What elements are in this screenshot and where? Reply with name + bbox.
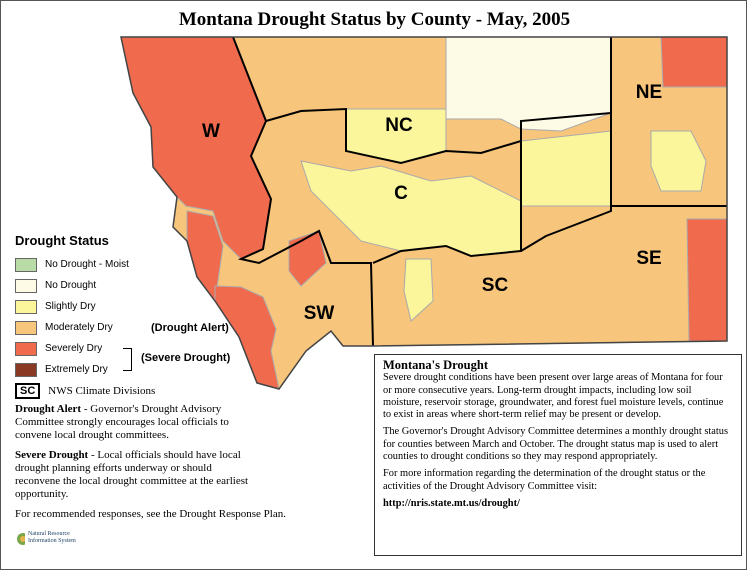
division-key-label: NWS Climate Divisions (48, 385, 156, 397)
legend-item: Severely Dry (Severe Drought) (15, 338, 345, 371)
no-drought-area (445, 36, 612, 132)
info-box: Montana's Drought Severe drought conditi… (374, 354, 742, 556)
legend-item: Moderately Dry (Drought Alert) (15, 317, 345, 338)
legend-title: Drought Status (15, 233, 109, 248)
note-text: - Governor's Drought Advisory Committee … (15, 403, 229, 441)
drought-alert-label: (Drought Alert) (151, 321, 229, 334)
title: Montana Drought Status by County - May, … (178, 9, 571, 30)
info-paragraph: The Governor's Drought Advisory Committe… (383, 426, 729, 463)
legend-swatch (15, 299, 37, 314)
info-title: Montana's Drought (383, 358, 488, 372)
division-border (520, 206, 612, 252)
slightly-dry-area (520, 130, 612, 207)
region-label: SC (482, 275, 509, 296)
legend-item: No Drought (15, 275, 345, 296)
division-border (372, 141, 522, 264)
legend-label: Severely Dry (45, 343, 103, 354)
info-paragraph: Severe drought conditions have been pres… (383, 372, 724, 421)
region-label: C (394, 183, 408, 204)
info-url[interactable]: http://nris.state.mt.us/drought/ (383, 497, 520, 509)
logo-icon (17, 533, 25, 545)
legend-label: Slightly Dry (45, 301, 96, 312)
severe-bracket (123, 348, 132, 371)
notes: Drought Alert - Governor's Drought Advis… (15, 403, 286, 521)
legend-swatch (15, 257, 37, 272)
legend-label: Extremely Dry (45, 364, 108, 375)
state-outline (120, 36, 728, 390)
division-border (265, 37, 612, 165)
note: Drought Alert - Governor's Drought Advis… (15, 403, 255, 442)
note-term: Severe Drought (15, 449, 89, 461)
legend-item: No Drought - Moist (15, 254, 345, 275)
severely-dry-area (686, 218, 728, 342)
recommended: For recommended responses, see the Droug… (15, 508, 286, 520)
region-label: NE (636, 82, 662, 103)
division-border (232, 36, 374, 347)
slightly-dry-area (650, 130, 707, 192)
legend-swatch (15, 362, 37, 377)
legend-swatch (15, 278, 37, 293)
division-key: SC NWS Climate Divisions (15, 383, 345, 399)
slightly-dry-area (403, 258, 434, 322)
legend-item: Slightly Dry (15, 296, 345, 317)
logo-text: Natural Resource Information System (28, 531, 76, 544)
note-text: - Local officials should have local drou… (15, 449, 249, 500)
legend-label: No Drought - Moist (45, 259, 129, 270)
info-paragraph: For more information regarding the deter… (383, 468, 706, 492)
legend-items: No Drought - Moist No Drought Slightly Dry… (15, 254, 345, 380)
legend-swatch (15, 320, 37, 335)
division-key-box: SC (15, 383, 41, 399)
logo: Natural Resource Information System (15, 531, 85, 547)
legend: Drought Status No Drought - Moist No Drou… (15, 233, 345, 399)
severely-dry-area (660, 36, 728, 88)
info-paragraphs: Severe drought conditions have been pres… (383, 372, 733, 493)
legend-swatch (15, 341, 37, 356)
note: Severe Drought - Local officials should … (15, 449, 255, 501)
region-label: NC (385, 115, 413, 136)
legend-label: No Drought (45, 280, 97, 291)
region-label: SE (636, 248, 661, 269)
region-label: W (202, 121, 220, 142)
region-label: SW (304, 303, 335, 324)
legend-label: Moderately Dry (45, 322, 113, 333)
severe-drought-label: (Severe Drought) (141, 352, 231, 364)
note-term: Drought Alert (15, 403, 82, 415)
legend-item: Extremely Dry (15, 359, 345, 380)
